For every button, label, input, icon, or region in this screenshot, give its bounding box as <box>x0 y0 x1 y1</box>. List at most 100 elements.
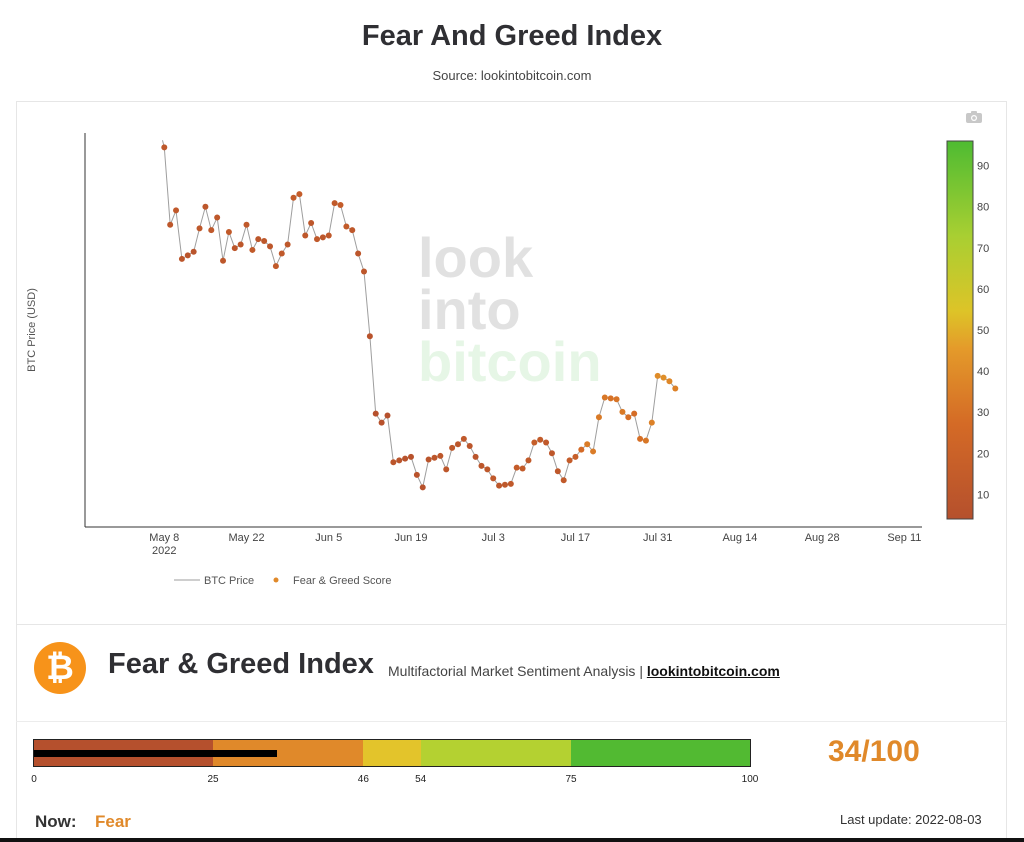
gauge-segment <box>420 740 571 766</box>
page-title: Fear And Greed Index <box>361 20 663 52</box>
info-panel <box>16 624 1007 842</box>
fear-greed-point <box>243 221 250 228</box>
lookintobitcoin-link[interactable]: lookintobitcoin.com <box>646 663 780 679</box>
x-tick-label: Aug 14 <box>722 532 757 544</box>
index-title: Fear & Greed Index <box>108 648 374 680</box>
fear-greed-point <box>478 462 485 469</box>
fear-greed-point <box>361 268 367 275</box>
fear-greed-point <box>214 214 221 221</box>
colorbar-tick-label: 70 <box>977 243 989 255</box>
fear-greed-point <box>325 232 332 239</box>
fear-greed-point <box>431 454 438 461</box>
chart-panel <box>16 101 1007 624</box>
fear-greed-point <box>654 372 661 379</box>
fear-greed-point <box>637 435 644 442</box>
fear-greed-point <box>272 263 279 270</box>
fear-greed-point <box>419 484 426 491</box>
fear-greed-point <box>501 481 508 488</box>
gauge-tick-label: 46 <box>357 774 369 785</box>
fear-greed-point <box>484 466 491 473</box>
fear-greed-point <box>595 414 602 421</box>
fear-greed-point <box>543 439 550 446</box>
colorbar-tick-label: 30 <box>977 407 989 419</box>
now-value: Fear <box>95 812 131 831</box>
fear-greed-point <box>284 241 291 248</box>
fear-greed-point <box>267 243 274 250</box>
fear-greed-point <box>601 394 608 401</box>
fear-greed-point <box>231 245 238 252</box>
fear-greed-point <box>372 410 379 417</box>
fear-greed-point <box>472 453 479 460</box>
watermark-word: bitcoin <box>418 330 602 393</box>
fear-greed-series <box>161 144 679 491</box>
fear-greed-point <box>531 439 538 446</box>
score-value: 34/100 <box>828 735 920 768</box>
fear-greed-point <box>590 448 597 455</box>
fear-greed-point <box>660 374 667 381</box>
fear-greed-point <box>402 455 409 462</box>
watermark: lookintobitcoin <box>418 226 602 393</box>
gauge-tick-label: 0 <box>31 774 37 785</box>
fear-greed-point <box>178 255 185 262</box>
fear-greed-point <box>560 477 567 484</box>
fear-greed-point <box>237 241 244 248</box>
legend-label[interactable]: BTC Price <box>204 575 254 587</box>
fear-greed-point <box>619 408 626 415</box>
gauge-segment <box>363 740 421 766</box>
legend-label[interactable]: Fear & Greed Score <box>293 575 391 587</box>
fear-greed-point <box>648 419 655 426</box>
fear-greed-point <box>384 412 391 419</box>
fear-greed-point <box>519 465 526 472</box>
fear-greed-point <box>642 437 649 444</box>
colorbar-tick-label: 90 <box>977 161 989 173</box>
index-subtitle: Multifactorial Market Sentiment Analysis… <box>388 663 780 679</box>
x-tick-label: Aug 28 <box>805 532 840 544</box>
fear-greed-point <box>584 441 591 448</box>
fear-greed-point <box>578 446 585 453</box>
fear-greed-point <box>343 223 350 230</box>
gauge-value-bar <box>34 750 278 757</box>
gauge-tick-label: 54 <box>415 774 427 785</box>
fear-greed-point <box>261 237 268 244</box>
colorbar: 10 20 30 40 50 60 70 80 90 <box>946 140 989 520</box>
fear-greed-point <box>554 468 561 475</box>
fear-greed-point <box>613 396 620 403</box>
legend: BTC Price Fear & Greed Score <box>174 575 391 587</box>
fear-greed-point <box>666 378 673 385</box>
fear-greed-point <box>296 191 303 198</box>
gauge-segment <box>571 740 750 766</box>
fear-greed-point <box>454 441 461 448</box>
colorbar-tick-label: 10 <box>977 489 989 501</box>
fear-greed-point <box>337 201 344 208</box>
fear-greed-point <box>173 207 180 214</box>
camera-icon[interactable] <box>966 111 982 123</box>
fear-greed-point <box>425 456 432 463</box>
fear-greed-point <box>225 228 232 235</box>
fear-greed-point <box>672 385 679 392</box>
fear-greed-point <box>437 452 444 459</box>
bottom-strip <box>0 838 1024 842</box>
fear-greed-point <box>202 203 209 210</box>
fear-greed-point <box>196 225 203 232</box>
fear-greed-point <box>496 482 503 489</box>
source-text: Source: lookintobitcoin.com <box>432 68 592 83</box>
colorbar-tick-label: 20 <box>977 448 989 460</box>
x-tick-label: Jun 5 <box>315 532 342 544</box>
subtitle-text: Multifactorial Market Sentiment Analysis… <box>388 663 643 679</box>
fear-greed-point <box>220 257 227 264</box>
sentiment-gauge <box>33 739 751 767</box>
fear-greed-point <box>190 248 197 255</box>
x-tick-label: Jun 19 <box>394 532 427 544</box>
fear-greed-point <box>302 232 309 239</box>
fear-greed-point <box>167 221 174 228</box>
fear-greed-point <box>507 480 514 487</box>
bitcoin-logo-icon: ₿ <box>34 642 86 694</box>
colorbar-tick-label: 80 <box>977 202 989 214</box>
gauge-tick-label: 75 <box>565 774 577 785</box>
fear-greed-point <box>255 236 262 243</box>
fear-greed-point <box>537 436 544 443</box>
fear-greed-point <box>548 450 555 457</box>
fear-greed-point <box>449 444 456 451</box>
colorbar-tick-label: 60 <box>977 284 989 296</box>
